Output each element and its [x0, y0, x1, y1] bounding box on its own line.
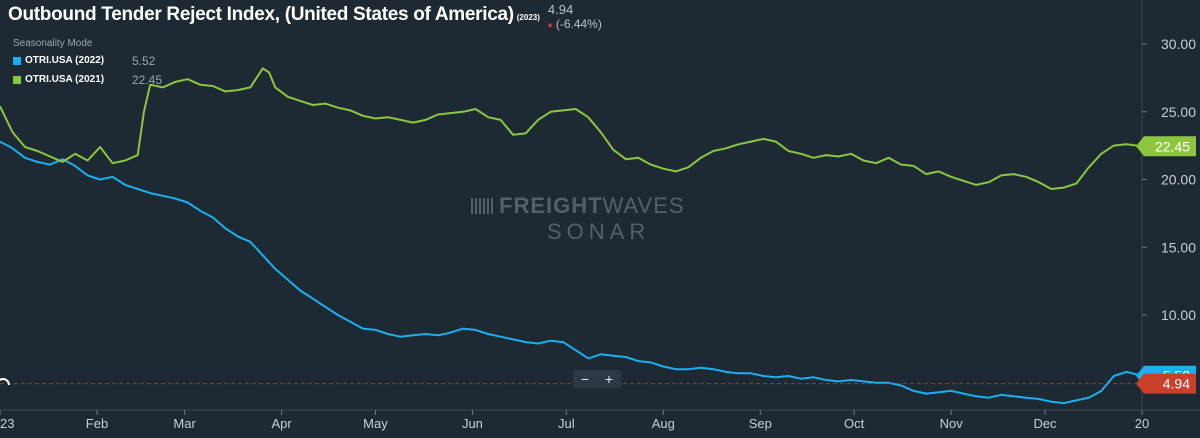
badge-2023-text: 4.94: [1163, 376, 1190, 392]
x-tick-label: Aug: [652, 416, 675, 431]
y-tick-label: 10.00: [1161, 307, 1196, 323]
y-tick-label: 25.00: [1161, 104, 1196, 120]
x-tick-label: Mar: [173, 416, 196, 431]
chart-title: Outbound Tender Reject Index, (United St…: [8, 4, 514, 25]
chart-grid-layer: [0, 0, 1200, 411]
badge-2023-shape: [1136, 373, 1196, 394]
x-tick-label: Apr: [271, 416, 292, 431]
year-badge: (2023): [516, 13, 540, 22]
x-tick-label: Feb: [86, 416, 108, 431]
watermark: FREIGHT WAVES SONAR: [471, 193, 751, 245]
watermark-logo-icon: [471, 198, 493, 214]
x-tick-label: 20: [1135, 416, 1149, 431]
x-tick-label: Sep: [749, 416, 772, 431]
chart-series-layer: [0, 67, 1143, 405]
latest-change: ♦ (-6.44%): [548, 17, 602, 32]
x-tick-label: 23: [0, 416, 14, 431]
x-axis: 23 Feb Mar Apr May Jun Jul Aug Sep Oct Nov Dec 20: [0, 410, 1149, 431]
zoom-out-button[interactable]: −: [580, 371, 590, 387]
seasonality-mode-label: Seasonality Mode: [13, 38, 93, 49]
zoom-control: − +: [573, 370, 621, 388]
legend-value: 22.45: [132, 72, 163, 87]
legend-swatch-2021: [13, 75, 21, 84]
legend: OTRI.USA (2022) 5.52 OTRI.USA (2021) 22.…: [13, 51, 162, 89]
x-tick-label: Jul: [558, 416, 575, 431]
legend-name: OTRI.USA (2022): [25, 55, 105, 66]
x-tick-label: May: [363, 416, 388, 431]
latest-change-text: (-6.44%): [555, 17, 602, 31]
badge-2023: 4.94: [1136, 373, 1196, 394]
value-badges: 5.5222.454.94: [1136, 136, 1196, 394]
badge-2021-text: 22.45: [1155, 138, 1190, 154]
x-tick-label: Jun: [462, 416, 483, 431]
badge-2021-shape: [1136, 136, 1196, 157]
y-axis: 30.00 25.00 20.00 15.00 10.00: [1142, 36, 1196, 323]
watermark-brand-bold: FREIGHT: [499, 193, 603, 218]
badge-2021: 22.45: [1136, 136, 1196, 157]
y-tick-label: 15.00: [1161, 239, 1196, 255]
series-line-2022: [0, 140, 1143, 405]
legend-swatch-2022: [13, 56, 21, 65]
series-line-2021: [0, 67, 1143, 190]
legend-name: OTRI.USA (2021): [25, 74, 105, 85]
legend-item-2022[interactable]: OTRI.USA (2022) 5.52: [13, 51, 162, 70]
chart-header: Outbound Tender Reject Index, (United St…: [8, 3, 602, 32]
latest-value: 4.94: [547, 2, 574, 17]
watermark-brand-light: WAVES: [602, 193, 685, 218]
x-tick-label: Dec: [1033, 416, 1057, 431]
y-tick-label: 20.00: [1161, 172, 1196, 188]
legend-value: 5.52: [132, 53, 156, 68]
latest-readout: 4.94 ♦ (-6.44%): [548, 3, 602, 32]
x-tick-label: Nov: [940, 416, 964, 431]
x-tick-label: Oct: [844, 416, 865, 431]
watermark-product: SONAR: [547, 219, 651, 244]
loading-spinner-icon: [0, 378, 10, 386]
down-arrow-icon: ♦: [547, 20, 553, 30]
legend-item-2021[interactable]: OTRI.USA (2021) 22.45: [13, 70, 162, 89]
zoom-in-button[interactable]: +: [604, 371, 614, 387]
y-tick-label: 30.00: [1161, 36, 1196, 52]
